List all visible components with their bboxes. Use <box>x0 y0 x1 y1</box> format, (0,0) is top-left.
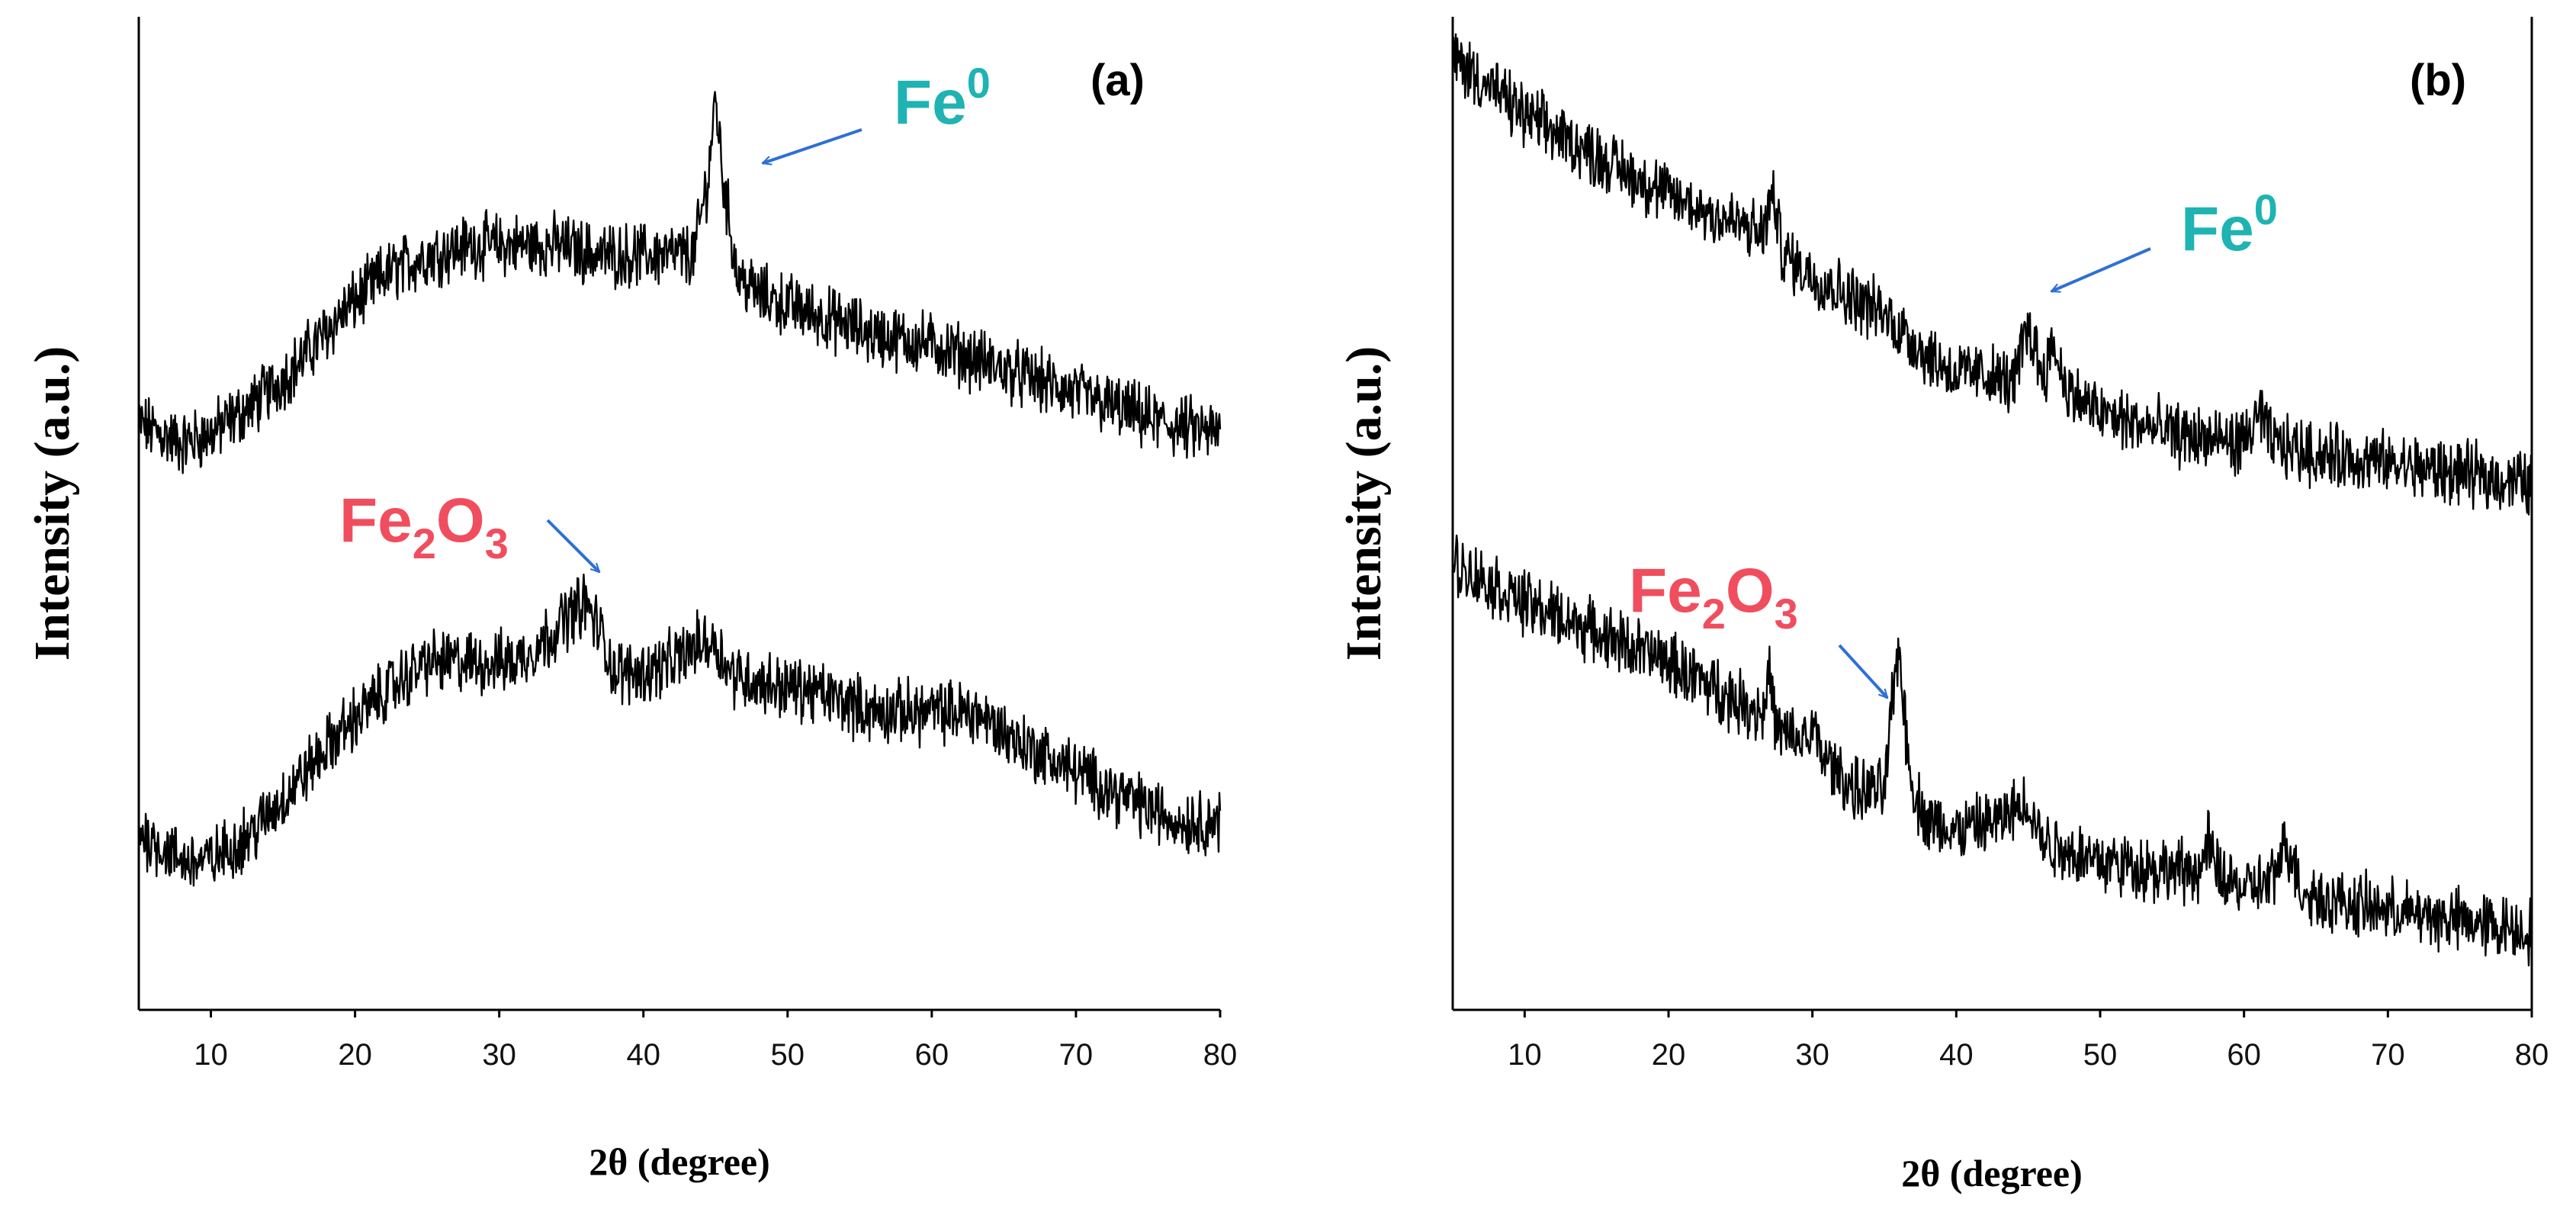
x-tick-label: 60 <box>915 1038 949 1072</box>
panel-a-label: (a) <box>1090 56 1145 105</box>
panel-b-series <box>1451 33 2533 966</box>
x-tick-label: 10 <box>194 1038 228 1072</box>
panel-b-fe2o3-annotation: Fe2O3 <box>1629 556 1798 638</box>
panel-b: 10 20 30 40 50 60 70 80 (b) 2θ (degree) Intensi… <box>1336 17 2549 1194</box>
x-tick-label: 50 <box>771 1038 805 1072</box>
panel-a-fe0-arrow-icon <box>763 128 862 163</box>
x-tick-label: 50 <box>2083 1038 2118 1072</box>
x-tick-label: 80 <box>2515 1038 2549 1072</box>
x-tick-label: 70 <box>2371 1038 2405 1072</box>
panel-a-series <box>137 91 1222 887</box>
panel-a-fe0-annotation: Fe0 <box>894 59 991 137</box>
panel-a-fe2o3-annotation: Fe2O3 <box>339 486 509 567</box>
panel-b-fe2o3-arrow-icon <box>1838 644 1887 698</box>
series-line-lower <box>137 574 1222 887</box>
panel-b-y-axis-title: Intensity (a.u.) <box>1336 346 1392 661</box>
panel-b-label: (b) <box>2410 56 2466 105</box>
panel-a-x-ticks: 10 20 30 40 50 60 70 80 <box>194 1010 1237 1072</box>
series-line-lower <box>1451 534 2533 966</box>
x-tick-label: 10 <box>1508 1038 1542 1072</box>
x-tick-label: 20 <box>338 1038 372 1072</box>
x-tick-label: 70 <box>1059 1038 1094 1072</box>
panel-b-fe0-arrow-icon <box>2051 247 2151 293</box>
series-line-upper <box>1451 33 2533 516</box>
x-tick-label: 30 <box>1795 1038 1829 1072</box>
x-tick-label: 30 <box>482 1038 516 1072</box>
x-tick-label: 20 <box>1652 1038 1686 1072</box>
panel-b-x-ticks: 10 20 30 40 50 60 70 80 <box>1508 1010 2549 1072</box>
x-tick-label: 40 <box>1939 1038 1974 1072</box>
panel-a-x-axis-title: 2θ (degree) <box>589 1140 770 1183</box>
panel-b-fe0-annotation: Fe0 <box>2181 185 2278 264</box>
x-tick-label: 40 <box>626 1038 660 1072</box>
panel-a-fe2o3-arrow-icon <box>546 519 599 572</box>
panel-b-x-axis-title: 2θ (degree) <box>1901 1152 2083 1194</box>
series-line-upper <box>137 91 1222 474</box>
panel-a: 10 20 30 40 50 60 70 80 (a) 2θ (degree) Intensi… <box>24 17 1237 1183</box>
x-tick-label: 80 <box>1203 1038 1238 1072</box>
panel-a-y-axis-title: Intensity (a.u.) <box>24 346 80 661</box>
x-tick-label: 60 <box>2227 1038 2261 1072</box>
